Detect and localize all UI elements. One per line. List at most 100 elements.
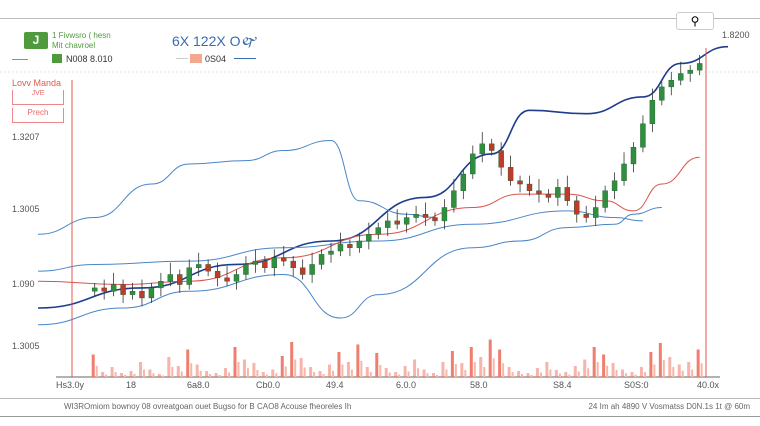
volume-bar — [454, 364, 457, 377]
x-tick-2: 6a8.0 — [187, 380, 210, 390]
volume-bar — [653, 364, 656, 377]
volume-bar — [483, 367, 486, 377]
candle-up — [555, 187, 561, 198]
candle-up — [195, 264, 202, 269]
candle-down — [101, 287, 107, 292]
candle-down — [422, 213, 429, 218]
panel-box-1: JVE — [12, 90, 64, 105]
candle-down — [214, 270, 221, 279]
volume-bar — [133, 374, 136, 377]
candle-up — [592, 207, 599, 218]
candle-down — [262, 260, 268, 269]
volume-bar — [431, 373, 435, 377]
volume-bar — [526, 373, 530, 377]
candle-up — [167, 274, 174, 282]
volume-bar — [124, 375, 127, 377]
x-tick-4: 49.4 — [326, 380, 344, 390]
volume-bar — [583, 359, 587, 377]
volume-bar — [634, 374, 637, 377]
volume-bar — [554, 370, 558, 377]
volume-bar — [161, 375, 164, 377]
candle-down — [564, 187, 571, 201]
volume-bar — [318, 371, 322, 377]
legend-blue-line — [234, 58, 256, 59]
candle-up — [158, 281, 164, 289]
volume-bar — [668, 357, 672, 377]
volume-bar — [209, 374, 212, 377]
candle-up — [611, 180, 618, 191]
volume-bar — [167, 357, 171, 377]
candle-up — [678, 73, 684, 81]
volume-bar — [625, 373, 628, 377]
volume-bar — [691, 369, 694, 377]
volume-bar — [256, 370, 259, 377]
candle-up — [640, 123, 646, 148]
volume-bar — [639, 367, 643, 377]
volume-bar — [450, 351, 454, 377]
volume-bar — [152, 373, 155, 377]
candle-up — [318, 254, 325, 265]
volume-bar — [426, 373, 429, 377]
x-tick-8: S0S:0 — [624, 380, 649, 390]
volume-bar — [621, 369, 625, 377]
volume-bar — [214, 373, 218, 377]
volume-bar — [658, 343, 662, 377]
volume-bar — [394, 372, 398, 377]
volume-bar — [606, 365, 609, 377]
candle-down — [281, 257, 287, 262]
x-tick-6: 58.0 — [470, 380, 488, 390]
legend-swatch-green — [52, 54, 62, 63]
volume-bar — [517, 371, 521, 377]
volume-bar — [596, 362, 599, 377]
candle-down — [526, 183, 533, 191]
volume-bar — [498, 349, 502, 377]
volume-bar — [643, 372, 646, 377]
volume-bar — [521, 374, 524, 377]
volume-bar — [313, 372, 316, 377]
volume-bar — [290, 342, 294, 377]
volume-bar — [148, 369, 152, 377]
volume-bar — [558, 373, 561, 377]
footer-right: 24 Im ah 4890 V Vosmatss D0N.1s 1t @ 60m — [588, 402, 750, 411]
candle-up — [403, 217, 410, 225]
volume-bar — [435, 375, 438, 377]
volume-bar — [488, 339, 492, 377]
band-upper-line — [37, 139, 435, 235]
candle-up — [337, 244, 344, 252]
y-tick-3: 1.090 — [12, 279, 35, 289]
volume-bar — [511, 372, 514, 377]
volume-bar — [388, 372, 391, 377]
band-middle-line — [37, 210, 643, 272]
y-tick-4: 1.3005 — [12, 341, 40, 351]
candle-up — [366, 234, 372, 242]
volume-bar — [114, 372, 117, 377]
cursor-tool-button[interactable]: ⚲ — [676, 12, 714, 30]
y-tick-0: 1.8200 — [722, 30, 750, 40]
volume-bar — [246, 368, 249, 377]
candle-down — [177, 274, 183, 285]
volume-bar — [602, 354, 606, 377]
volume-bar — [190, 363, 193, 377]
volume-bar — [346, 362, 350, 377]
volume-bar — [332, 370, 335, 377]
volume-bars — [91, 339, 703, 377]
volume-bar — [242, 359, 246, 377]
volume-bar — [356, 344, 360, 377]
volume-bar — [677, 364, 681, 377]
volume-bar — [138, 362, 142, 377]
volume-bar — [573, 366, 577, 377]
volume-bar — [417, 368, 420, 377]
volume-bar — [237, 362, 240, 377]
candle-down — [517, 180, 523, 185]
candle-down — [205, 264, 211, 272]
volume-bar — [469, 347, 473, 377]
candle-up — [385, 220, 391, 228]
candle-down — [290, 260, 296, 269]
volume-bar — [441, 362, 445, 377]
volume-bar — [171, 367, 174, 377]
volume-bar — [328, 364, 332, 377]
volume-bar — [422, 369, 426, 377]
volume-bar — [322, 374, 325, 377]
volume-bar — [271, 369, 275, 377]
x-tick-3: Cb0.0 — [256, 380, 281, 390]
